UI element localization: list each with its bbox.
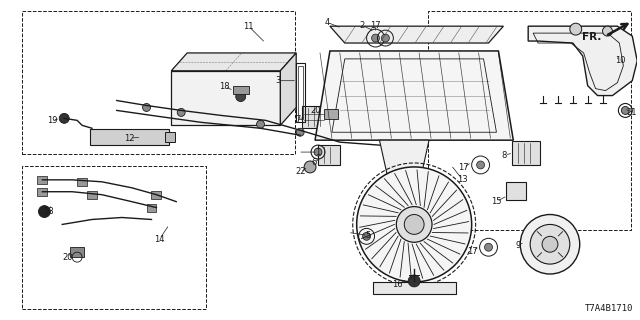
Circle shape	[520, 214, 580, 274]
Circle shape	[356, 167, 472, 282]
Circle shape	[381, 34, 389, 42]
Polygon shape	[380, 140, 429, 185]
Text: 7: 7	[296, 115, 301, 124]
Text: 20: 20	[62, 253, 72, 262]
FancyBboxPatch shape	[233, 86, 248, 93]
Bar	[22, 11, 294, 154]
Circle shape	[143, 103, 150, 111]
Text: 12: 12	[124, 134, 135, 143]
Text: 14: 14	[154, 235, 164, 244]
FancyBboxPatch shape	[318, 145, 340, 165]
Circle shape	[314, 148, 322, 156]
Text: 20: 20	[311, 106, 321, 115]
Text: 18: 18	[220, 82, 230, 91]
Polygon shape	[528, 26, 637, 96]
Circle shape	[542, 236, 558, 252]
Circle shape	[408, 275, 420, 287]
FancyBboxPatch shape	[512, 141, 540, 165]
FancyBboxPatch shape	[38, 188, 47, 196]
FancyBboxPatch shape	[38, 176, 47, 184]
Circle shape	[38, 206, 51, 218]
Text: 18: 18	[43, 207, 54, 216]
FancyBboxPatch shape	[77, 178, 87, 186]
Circle shape	[372, 34, 380, 42]
Bar	[22, 166, 206, 309]
Text: 22: 22	[295, 167, 305, 176]
FancyBboxPatch shape	[87, 191, 97, 199]
Text: 17: 17	[458, 164, 469, 172]
Circle shape	[404, 214, 424, 234]
Circle shape	[257, 120, 264, 128]
Circle shape	[177, 108, 185, 116]
Text: 8: 8	[502, 150, 507, 160]
Text: 9: 9	[516, 241, 521, 250]
Text: 2: 2	[359, 21, 364, 30]
Text: FR.: FR.	[582, 32, 602, 42]
Polygon shape	[280, 53, 296, 125]
Text: 10: 10	[615, 56, 626, 65]
Circle shape	[484, 243, 493, 251]
FancyBboxPatch shape	[147, 204, 156, 212]
FancyBboxPatch shape	[165, 132, 175, 142]
Circle shape	[621, 107, 629, 114]
Polygon shape	[172, 53, 296, 71]
Circle shape	[570, 23, 582, 35]
Text: 13: 13	[458, 175, 468, 184]
Text: 3: 3	[276, 76, 281, 85]
Circle shape	[296, 128, 304, 136]
Circle shape	[60, 113, 69, 123]
FancyBboxPatch shape	[372, 282, 456, 294]
Text: 15: 15	[492, 197, 502, 206]
Bar	[428, 11, 631, 230]
Circle shape	[477, 161, 484, 169]
Circle shape	[236, 92, 246, 101]
FancyBboxPatch shape	[70, 247, 84, 257]
Text: 17: 17	[370, 21, 381, 30]
FancyBboxPatch shape	[90, 129, 170, 145]
FancyBboxPatch shape	[302, 107, 326, 128]
FancyBboxPatch shape	[172, 71, 280, 125]
Polygon shape	[330, 26, 504, 43]
Circle shape	[396, 207, 432, 242]
Text: 17: 17	[467, 247, 478, 256]
Text: 5: 5	[365, 231, 370, 240]
Text: 21: 21	[626, 108, 637, 117]
Text: 1: 1	[316, 148, 321, 156]
Text: 4: 4	[324, 18, 330, 27]
Text: 11: 11	[243, 22, 254, 31]
Text: 6: 6	[312, 158, 317, 167]
Circle shape	[602, 26, 612, 36]
Text: 16: 16	[392, 280, 403, 289]
Text: 19: 19	[47, 116, 58, 125]
FancyBboxPatch shape	[506, 182, 526, 200]
Text: T7A4B1710: T7A4B1710	[585, 304, 633, 313]
FancyBboxPatch shape	[152, 191, 161, 199]
Circle shape	[304, 161, 316, 173]
Polygon shape	[315, 51, 513, 140]
Circle shape	[530, 224, 570, 264]
FancyBboxPatch shape	[324, 109, 338, 119]
Circle shape	[363, 232, 371, 240]
